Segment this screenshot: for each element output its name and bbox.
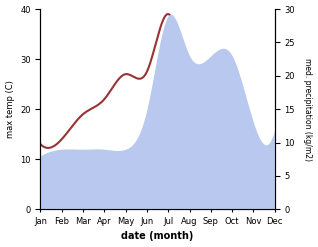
X-axis label: date (month): date (month) — [121, 231, 194, 242]
Y-axis label: med. precipitation (kg/m2): med. precipitation (kg/m2) — [303, 58, 313, 161]
Y-axis label: max temp (C): max temp (C) — [5, 80, 15, 138]
